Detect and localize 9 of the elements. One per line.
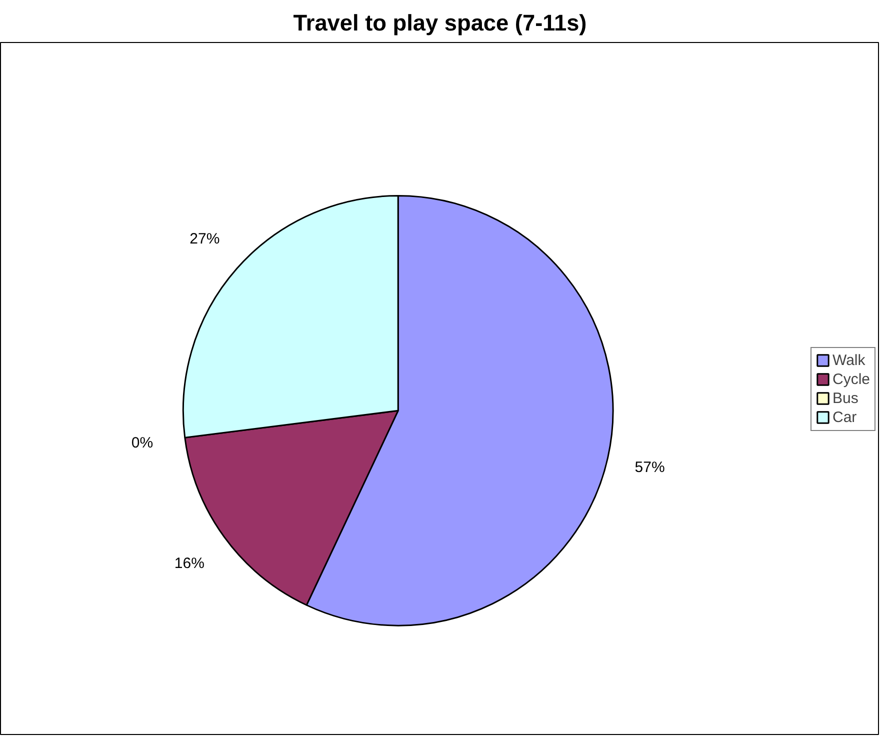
data-label: 57% [634, 458, 665, 476]
chart-title: Travel to play space (7-11s) [293, 10, 587, 36]
text: 0% [131, 434, 154, 452]
legend-label: Car [832, 408, 857, 426]
legend-label: Cycle [832, 370, 870, 388]
legend-label: Bus [832, 390, 858, 406]
data-label: 27% [190, 230, 220, 248]
legend-label: Walk [832, 352, 866, 368]
data-label: 16% [174, 554, 204, 572]
